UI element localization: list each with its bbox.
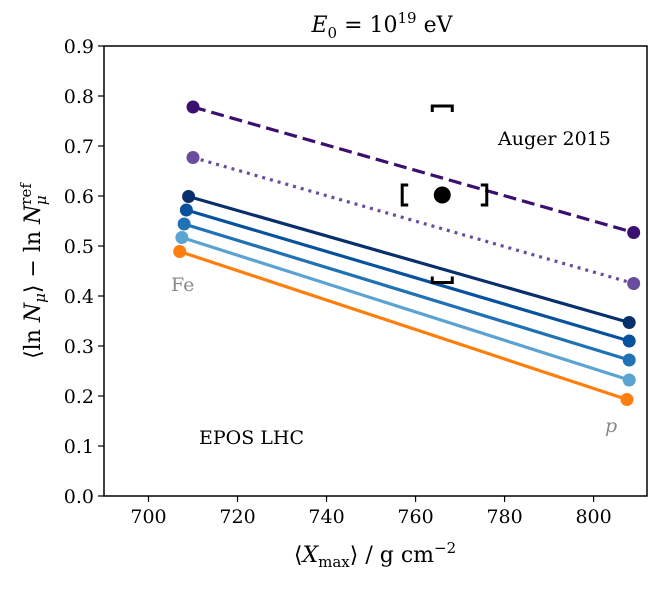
series-point — [177, 217, 191, 231]
chart-title: E0 = 1019 eV — [310, 9, 453, 42]
series-point — [620, 393, 634, 406]
y-axis-ticks: 0.0 0.1 0.2 0.3 0.4 0.5 0.6 0.7 0.8 0.9 — [64, 36, 104, 508]
series-point — [622, 373, 636, 387]
y-tick-label: 0.2 — [64, 386, 94, 408]
series-point — [627, 277, 641, 290]
series-point — [622, 353, 636, 367]
y-tick-label: 0.4 — [64, 286, 94, 308]
y-tick-label: 0.8 — [64, 86, 94, 108]
series-line — [183, 222, 630, 362]
y-tick-label: 0.5 — [64, 236, 94, 258]
sys-bracket-top — [430, 104, 454, 112]
series-group — [173, 100, 641, 406]
p-label: p — [605, 415, 617, 437]
series-point — [175, 231, 189, 244]
series-point — [622, 334, 636, 348]
x-axis-ticks: 700 720 740 760 780 800 — [130, 496, 612, 528]
x-tick-label: 700 — [130, 506, 166, 528]
series-point — [179, 203, 193, 217]
series-line — [192, 155, 635, 286]
model-label: EPOS LHC — [199, 427, 304, 449]
auger-measurement — [400, 104, 489, 284]
series-line — [188, 194, 630, 325]
series-point — [186, 100, 200, 114]
x-tick-label: 740 — [308, 506, 344, 528]
measurement-point — [433, 186, 451, 204]
y-tick-label: 0.3 — [64, 336, 94, 358]
series-line — [185, 208, 630, 343]
sys-bracket-left — [400, 183, 409, 207]
x-tick-label: 760 — [397, 506, 433, 528]
auger-label: Auger 2015 — [497, 128, 611, 150]
series-line — [192, 105, 635, 235]
x-tick-label: 780 — [486, 506, 522, 528]
y-tick-label: 0.1 — [64, 436, 94, 458]
series-point — [173, 245, 187, 258]
plot-frame — [103, 45, 648, 497]
fe-label: Fe — [171, 274, 194, 296]
x-tick-label: 720 — [219, 506, 255, 528]
series-line — [179, 249, 628, 402]
series-point — [627, 226, 641, 239]
y-tick-label: 0.9 — [64, 36, 94, 58]
series-point — [186, 151, 200, 164]
x-tick-label: 800 — [575, 506, 611, 528]
y-tick-label: 0.0 — [64, 486, 94, 508]
y-tick-label: 0.6 — [64, 186, 94, 208]
series-point — [622, 316, 636, 329]
sys-bracket-bottom — [430, 276, 454, 284]
sys-bracket-right — [480, 183, 489, 207]
x-axis-label: ⟨Xmax⟩ / g cm−2 — [294, 539, 456, 571]
series-line — [181, 235, 630, 382]
y-tick-label: 0.7 — [64, 136, 94, 158]
series-point — [182, 190, 196, 203]
y-axis-label: ⟨ln Nμ⟩ − ln Nrefμ — [17, 182, 50, 359]
